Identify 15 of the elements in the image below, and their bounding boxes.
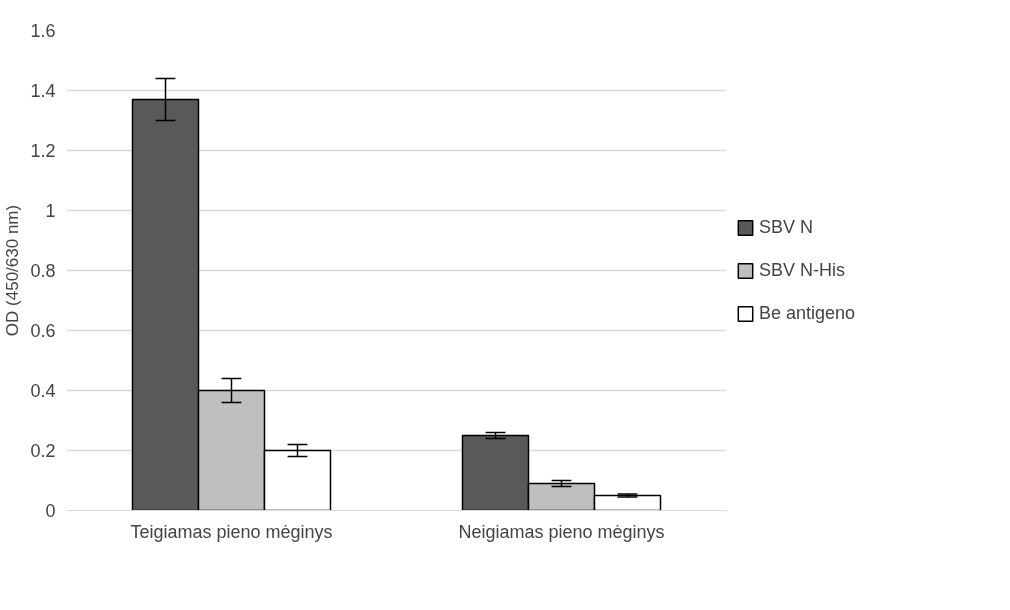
y-axis-title: OD (450/630 nm) bbox=[3, 204, 23, 337]
y-tick-label: 1.4 bbox=[30, 81, 56, 101]
y-tick-label: 1.2 bbox=[30, 141, 56, 161]
y-tick-label: 0.6 bbox=[30, 321, 56, 341]
y-tick-label: 0.8 bbox=[30, 261, 56, 281]
y-tick-label: 1 bbox=[45, 201, 56, 221]
y-tick-label: 0.4 bbox=[30, 381, 56, 401]
x-tick-label: Teigiamas pieno mėginys bbox=[130, 521, 333, 542]
x-tick-label: Neigiamas pieno mėginys bbox=[458, 521, 665, 542]
y-tick-label: 1.6 bbox=[30, 21, 56, 41]
y-tick-label: 0.2 bbox=[30, 441, 56, 461]
y-tick-label: 0 bbox=[45, 501, 56, 521]
legend-label: SBV N-His bbox=[759, 259, 846, 281]
legend-label: Be antigeno bbox=[759, 302, 856, 324]
legend-label: SBV N bbox=[759, 216, 814, 238]
